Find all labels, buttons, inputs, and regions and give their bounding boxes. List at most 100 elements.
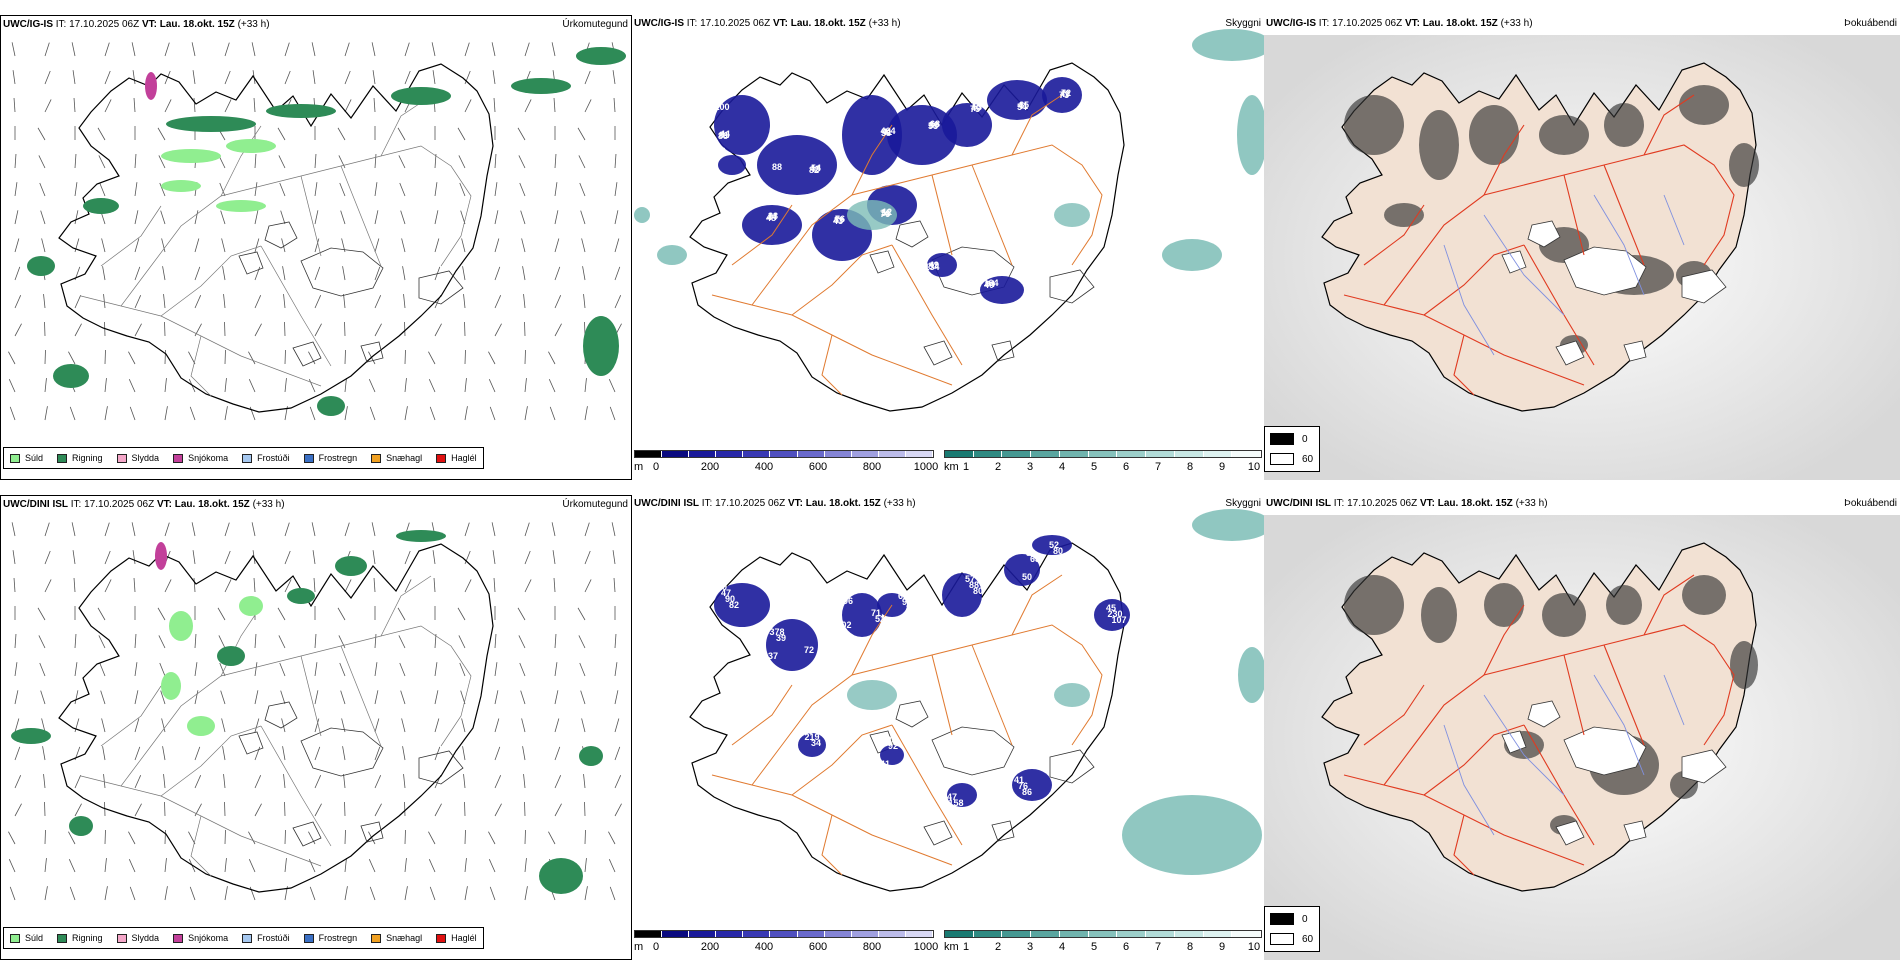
- wind-barb: [375, 239, 379, 252]
- wind-barb: [283, 746, 285, 760]
- road: [121, 146, 471, 306]
- ceiling-label: 464: [880, 126, 895, 136]
- wind-barb: [190, 407, 195, 420]
- wind-barb: [195, 324, 202, 336]
- wind-barb: [344, 774, 345, 788]
- colorbar-unit: m: [634, 461, 643, 473]
- glacier-outline: [419, 751, 463, 784]
- wind-barb: [495, 662, 497, 676]
- wind-barb: [135, 182, 137, 196]
- wind-barb: [15, 239, 19, 252]
- wind-barb: [222, 238, 225, 252]
- wind-barb: [582, 238, 585, 252]
- fog-indicator-area: [1484, 583, 1524, 627]
- wind-barb: [525, 858, 526, 872]
- wind-barb: [195, 239, 199, 252]
- fog-indicator-area: [1729, 143, 1759, 187]
- road: [81, 296, 321, 386]
- wind-barb: [609, 859, 615, 872]
- legend-swatch: [117, 934, 127, 943]
- wind-barb: [255, 634, 256, 648]
- legend-label: Snjókoma: [188, 933, 228, 943]
- fog-panel-ig: UWC/IG-IS IT: 17.10.2025 06Z VT: Lau. 18…: [1264, 15, 1900, 480]
- colorbar-tick: 3: [1027, 941, 1033, 953]
- wind-barb: [488, 832, 495, 844]
- fog-indicator-area: [1421, 587, 1457, 643]
- wind-barb: [75, 690, 78, 704]
- wind-barb: [285, 43, 289, 56]
- wind-barb: [345, 71, 350, 84]
- wind-barb: [100, 183, 105, 196]
- precip-type-panel-ig: UWC/IG-IS IT: 17.10.2025 06Z VT: Lau. 18…: [0, 15, 632, 480]
- wind-barb: [165, 43, 169, 56]
- wind-barb: [555, 804, 562, 816]
- fog-legend-label: 60: [1302, 934, 1313, 945]
- wind-barb: [435, 662, 437, 676]
- wind-barb: [73, 550, 75, 564]
- wind-barb: [98, 128, 105, 140]
- wind-barb: [435, 804, 442, 816]
- wind-barb: [281, 691, 285, 704]
- wind-barb: [465, 579, 471, 592]
- wind-barb: [134, 98, 135, 112]
- legend-item: Rigning: [57, 933, 103, 943]
- legend-swatch: [436, 454, 446, 463]
- wind-barb: [195, 634, 196, 648]
- colorbar-tick: 800: [863, 941, 881, 953]
- wind-barb: [495, 775, 501, 788]
- ceiling-label: 76: [835, 214, 845, 224]
- wind-barb: [370, 887, 375, 900]
- wind-barb: [555, 239, 559, 252]
- wind-barb: [345, 406, 347, 420]
- ceiling-label: 80: [973, 586, 983, 596]
- wind-barb: [165, 99, 171, 112]
- fog-map-dini: [1264, 495, 1900, 960]
- wind-barb: [252, 522, 255, 536]
- wind-barb: [613, 550, 615, 564]
- wind-barb: [135, 239, 139, 252]
- wind-barb: [105, 551, 110, 564]
- colorbar-tick: 7: [1155, 941, 1161, 953]
- wind-barb: [74, 578, 75, 592]
- wind-barb: [45, 71, 50, 84]
- product-name: Skyggni: [1225, 498, 1261, 509]
- wind-barb: [555, 775, 561, 788]
- wind-barb: [249, 379, 255, 392]
- wind-barb: [255, 267, 260, 280]
- wind-barb: [103, 746, 105, 760]
- wind-barb: [465, 378, 466, 392]
- wind-barb: [489, 859, 495, 872]
- wind-barb: [585, 71, 590, 84]
- wind-barb: [161, 211, 165, 224]
- fog-indicator-area: [1606, 585, 1642, 625]
- wind-barb: [370, 407, 375, 420]
- wind-barb: [550, 407, 555, 420]
- wind-barb: [398, 608, 405, 620]
- wind-barb: [585, 551, 590, 564]
- wind-barb: [315, 747, 320, 760]
- ceiling-label: 163: [710, 146, 725, 156]
- wind-barb: [399, 155, 405, 168]
- wind-barb: [13, 70, 15, 84]
- wind-barb: [223, 746, 225, 760]
- ceiling-label: 34: [811, 738, 821, 748]
- wind-barb: [312, 42, 315, 56]
- glacier-outline: [293, 822, 321, 846]
- legend-swatch: [371, 934, 381, 943]
- ceiling-label: 47: [955, 774, 965, 784]
- ceiling-area: [987, 80, 1047, 120]
- wind-barb: [255, 210, 258, 224]
- legend-item: Slydda: [117, 933, 160, 943]
- wind-barb: [555, 719, 559, 732]
- road: [81, 776, 321, 866]
- wind-barb: [345, 523, 349, 536]
- wind-barb: [315, 324, 322, 336]
- legend-swatch: [10, 454, 20, 463]
- wind-barb: [584, 774, 585, 788]
- wind-barb: [75, 182, 77, 196]
- wind-barb: [375, 182, 377, 196]
- wind-barb: [374, 578, 375, 592]
- wind-barb: [278, 608, 285, 620]
- wind-barb: [225, 579, 231, 592]
